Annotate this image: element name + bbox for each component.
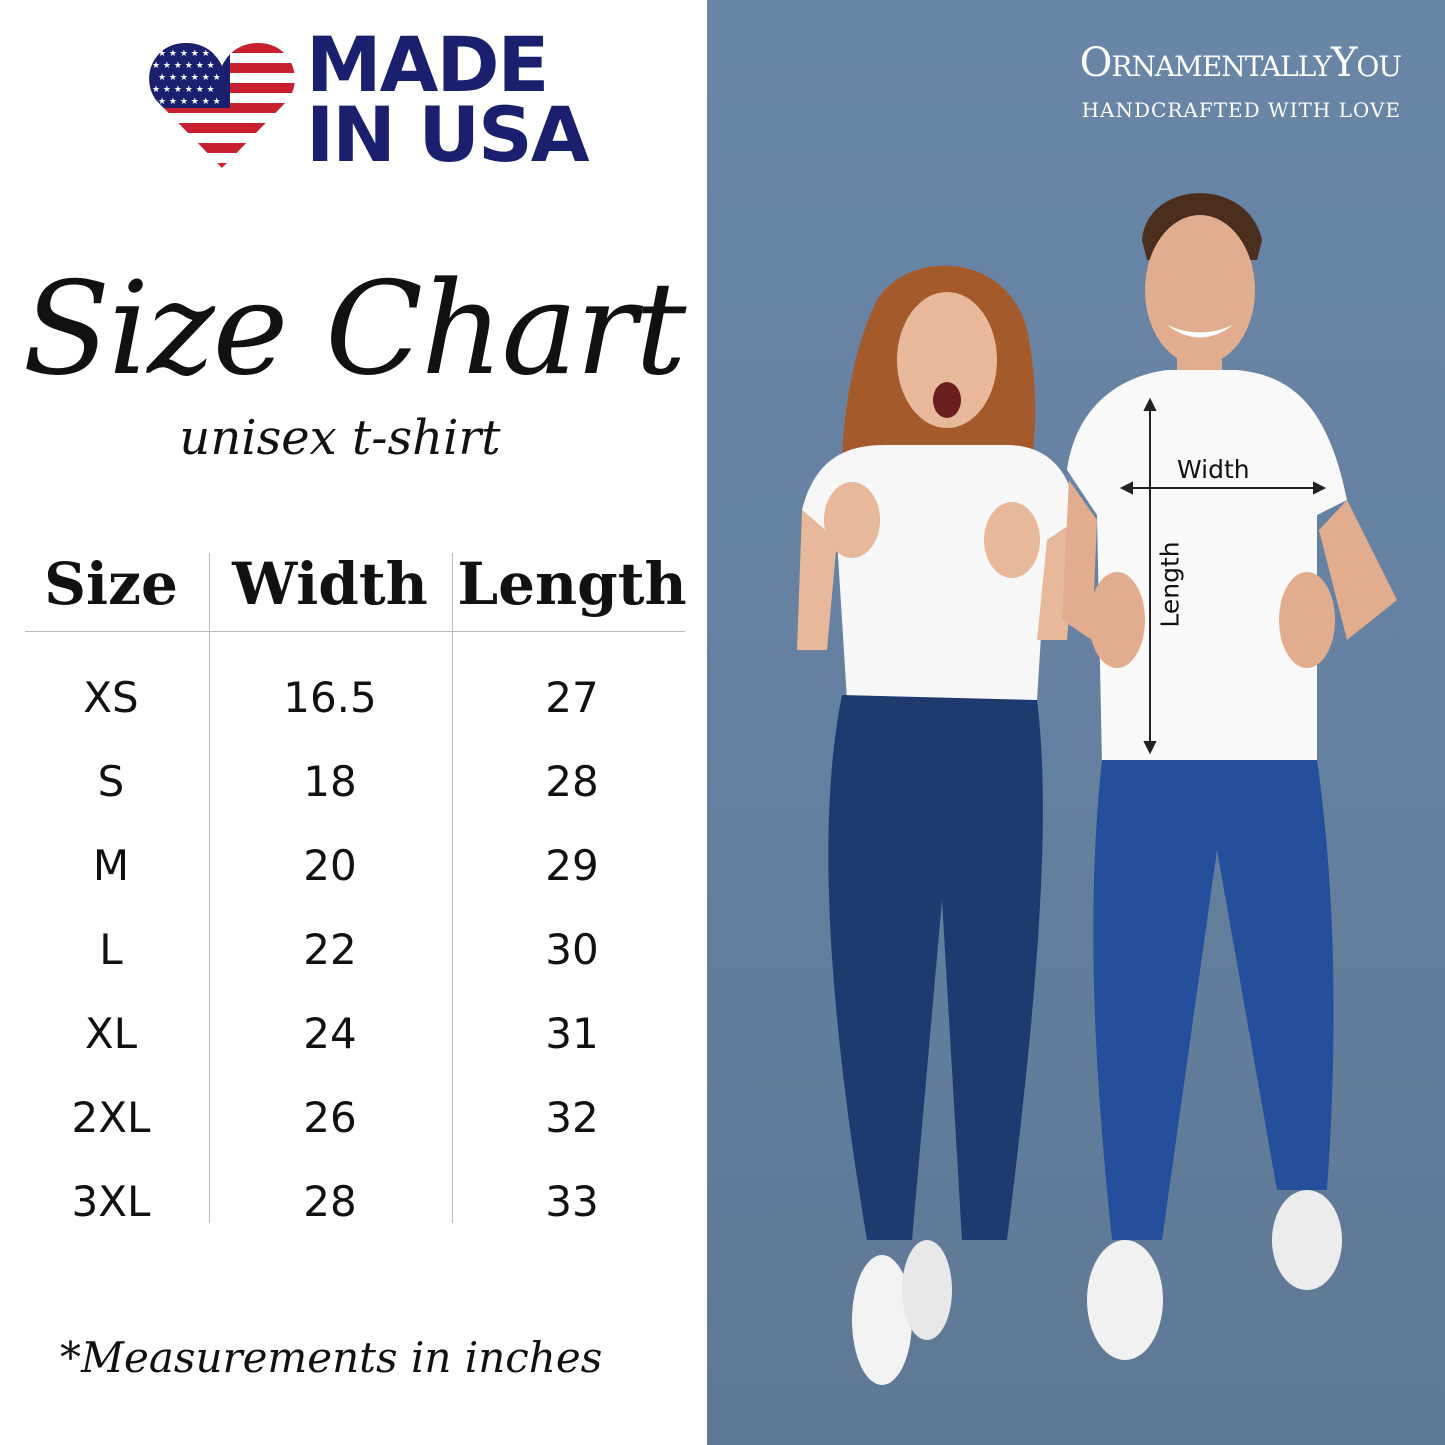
cell-size: XL: [84, 1009, 138, 1058]
cell-size: S: [97, 757, 125, 806]
badge-line2: IN USA: [306, 90, 590, 179]
svg-text:★ ★ ★ ★ ★ ★: ★ ★ ★ ★ ★ ★: [152, 61, 215, 71]
cell-size: XS: [83, 673, 139, 722]
svg-text:★ ★ ★ ★ ★ ★: ★ ★ ★ ★ ★ ★: [158, 97, 221, 107]
model-photo: OrnamentallyYou HANDCRAFTED WITH LOVE: [707, 0, 1445, 1445]
header-size: Size: [44, 550, 178, 618]
cell-width: 20: [303, 841, 357, 890]
header-width: Width: [232, 550, 428, 618]
cell-width: 16.5: [283, 673, 377, 722]
cell-width: 28: [303, 1177, 357, 1226]
length-label: Length: [1155, 541, 1185, 628]
cell-length: 27: [545, 673, 599, 722]
cell-length: 28: [545, 757, 599, 806]
cell-length: 30: [545, 925, 599, 974]
measurement-arrows: [1119, 397, 1327, 755]
size-chart-panel: ★ ★ ★ ★ ★ ★ ★ ★ ★ ★ ★ ★ ★ ★ ★ ★ ★ ★ ★ ★ ★ …: [0, 0, 707, 1445]
made-in-usa-badge: MADE IN USA: [306, 20, 590, 179]
svg-text:★ ★ ★ ★ ★ ★: ★ ★ ★ ★ ★ ★: [152, 85, 215, 95]
brand-tagline: HANDCRAFTED WITH LOVE: [1081, 98, 1401, 122]
models-illustration: [797, 193, 1397, 1385]
svg-text:★ ★ ★ ★ ★ ★: ★ ★ ★ ★ ★ ★: [158, 73, 221, 83]
cell-length: 33: [545, 1177, 599, 1226]
column-divider: [452, 553, 453, 1223]
cell-size: L: [99, 925, 123, 974]
woman-figure: [797, 265, 1077, 1385]
cell-size: 3XL: [71, 1177, 151, 1226]
cell-width: 26: [303, 1093, 357, 1142]
cell-size: M: [92, 841, 130, 890]
us-flag-heart-icon: ★ ★ ★ ★ ★ ★ ★ ★ ★ ★ ★ ★ ★ ★ ★ ★ ★ ★ ★ ★ ★ …: [149, 43, 295, 168]
cell-width: 22: [303, 925, 357, 974]
width-label: Width: [1177, 455, 1250, 484]
cell-length: 32: [545, 1093, 599, 1142]
brand-logo: OrnamentallyYou: [1079, 40, 1402, 86]
footnote: *Measurements in inches: [60, 1333, 603, 1382]
header-divider: [25, 631, 685, 632]
page-subtitle: unisex t-shirt: [179, 410, 501, 466]
badge-line1: MADE: [306, 20, 549, 109]
svg-text:★ ★ ★ ★ ★ ★: ★ ★ ★ ★ ★ ★: [158, 49, 221, 59]
cell-width: 24: [303, 1009, 357, 1058]
page-title: Size Chart: [22, 255, 687, 404]
cell-width: 18: [303, 757, 357, 806]
cell-length: 29: [545, 841, 599, 890]
cell-size: 2XL: [71, 1093, 151, 1142]
cell-length: 31: [545, 1009, 599, 1058]
man-figure: [1062, 193, 1397, 1360]
column-divider: [209, 553, 210, 1223]
header-length: Length: [457, 550, 687, 618]
